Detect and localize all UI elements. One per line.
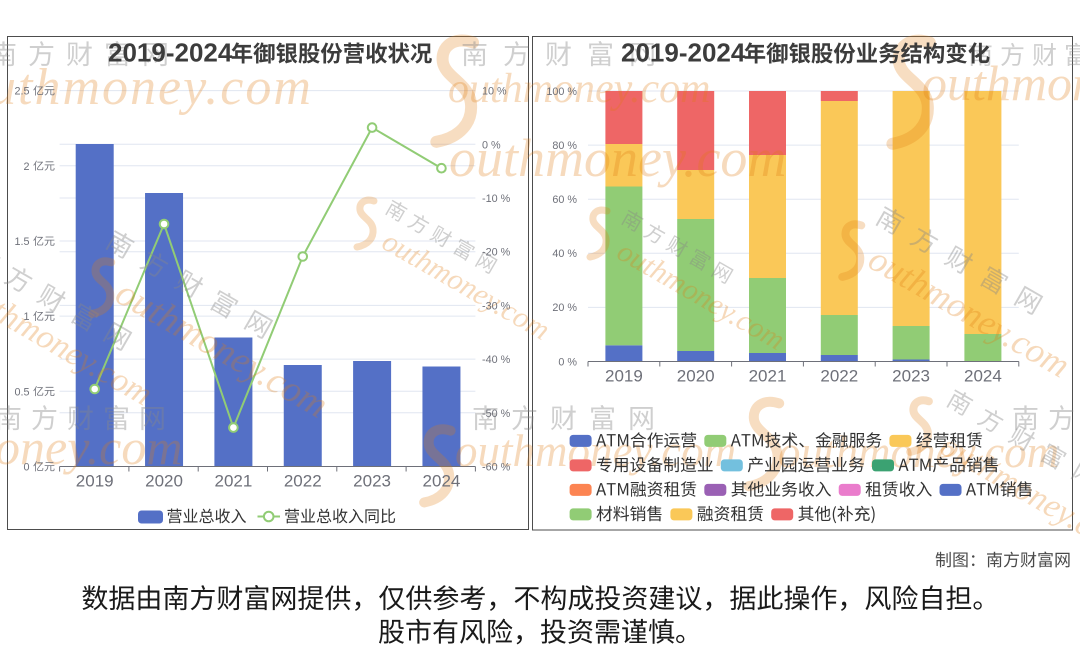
svg-text:2020: 2020 (677, 367, 715, 386)
svg-text:outhmoney.com: outhmoney.com (448, 66, 710, 112)
svg-text:20 %: 20 % (552, 302, 577, 314)
svg-text:1.5: 1.5 (14, 236, 29, 248)
svg-text:outhmoney.com: outhmoney.com (0, 59, 313, 116)
svg-text:2022: 2022 (820, 367, 858, 386)
svg-text:2: 2 (23, 161, 29, 173)
svg-text:2023: 2023 (353, 472, 391, 491)
svg-text:2023: 2023 (892, 367, 930, 386)
svg-text:0.5: 0.5 (14, 386, 29, 398)
svg-text:2021: 2021 (214, 472, 252, 491)
svg-text:2021: 2021 (749, 367, 787, 386)
svg-text:-10 %: -10 % (482, 193, 511, 205)
svg-text:2.5: 2.5 (14, 86, 29, 98)
svg-text:outhmoney.com: outhmoney.com (449, 128, 786, 188)
svg-text:0: 0 (23, 462, 29, 474)
svg-text:10 %: 10 % (482, 86, 507, 98)
svg-text:1: 1 (23, 311, 29, 323)
svg-text:40 %: 40 % (552, 248, 577, 260)
svg-text:2019: 2019 (76, 472, 114, 491)
svg-text:60 %: 60 % (552, 194, 577, 206)
svg-text:2024: 2024 (423, 472, 461, 491)
svg-text:100 %: 100 % (546, 86, 577, 98)
svg-text:2019-2024: 2019-2024 (108, 38, 233, 68)
svg-text:2024: 2024 (964, 367, 1002, 386)
svg-text:-40 %: -40 % (482, 354, 511, 366)
svg-text:outhmoney.com: outhmoney.com (0, 419, 182, 475)
svg-text:0 %: 0 % (558, 356, 577, 368)
svg-text:80 %: 80 % (552, 140, 577, 152)
svg-text:-50 %: -50 % (482, 408, 511, 420)
svg-text:2022: 2022 (284, 472, 322, 491)
svg-text:outhmoney.com: outhmoney.com (922, 55, 1080, 111)
svg-text:2019-2024: 2019-2024 (621, 38, 746, 68)
svg-text:2020: 2020 (145, 472, 183, 491)
svg-text:0 %: 0 % (482, 139, 501, 151)
svg-text:-30 %: -30 % (482, 300, 511, 312)
svg-text:-60 %: -60 % (482, 462, 511, 474)
svg-text:-20 %: -20 % (482, 247, 511, 259)
svg-text:2019: 2019 (605, 367, 643, 386)
